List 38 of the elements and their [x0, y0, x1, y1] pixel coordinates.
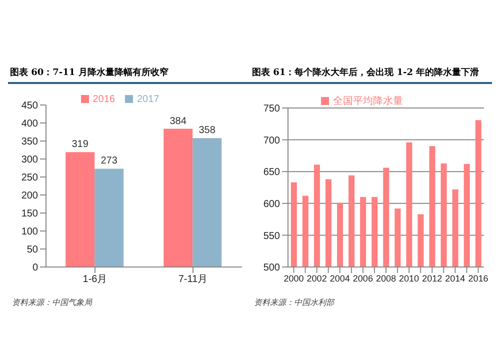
y-tick-label: 350 [21, 136, 38, 148]
chart-title: 图表 60：7-11 月降水量降幅有所收窄 [8, 66, 250, 84]
text: 资料来源：中国水利部 [253, 297, 336, 308]
x-tick-label: 2002 [306, 273, 327, 284]
y-tick-label: 750 [263, 104, 280, 115]
legend-label: 2016 [92, 94, 115, 105]
y-tick-label: 450 [21, 100, 38, 112]
x-tick-label: 2000 [284, 273, 304, 284]
data-label: 358 [198, 125, 216, 136]
y-tick-label: 100 [21, 226, 38, 238]
x-tick-label: 2004 [330, 273, 350, 284]
y-tick-label: 700 [263, 135, 280, 146]
x-tick-label: 2016 [468, 273, 488, 284]
y-tick-label: 500 [263, 262, 280, 274]
y-tick-label: 650 [263, 167, 280, 178]
data-label: 319 [72, 139, 89, 150]
x-tick-label: 1-6月 [82, 274, 108, 286]
y-tick-label: 150 [21, 208, 38, 220]
chart-title: 图表 61：每个降水大年后，会出现 1-2 年的降水量下滑 [250, 66, 492, 84]
x-tick-label: 2014 [445, 273, 466, 284]
data-label: 273 [100, 156, 118, 167]
text: 资料来源：中国气象局 [11, 297, 94, 308]
x-tick-label: 2006 [352, 273, 373, 284]
y-tick-label: 550 [263, 230, 280, 242]
x-tick-label: 2008 [376, 273, 396, 284]
y-tick-label: 200 [21, 190, 38, 202]
x-tick-label: 2010 [399, 273, 420, 284]
y-tick-label: 0 [32, 262, 38, 274]
x-tick-label: 7-11月 [178, 274, 208, 286]
y-tick-label: 400 [21, 118, 38, 130]
legend-label: 全国平均降水量 [333, 96, 403, 107]
y-tick-label: 250 [21, 172, 38, 184]
data-label: 384 [170, 116, 187, 127]
y-tick-label: 50 [26, 244, 38, 256]
y-tick-label: 600 [263, 198, 280, 210]
y-tick-label: 300 [21, 154, 38, 166]
x-tick-label: 2012 [422, 273, 442, 284]
legend-label: 2017 [137, 94, 160, 105]
